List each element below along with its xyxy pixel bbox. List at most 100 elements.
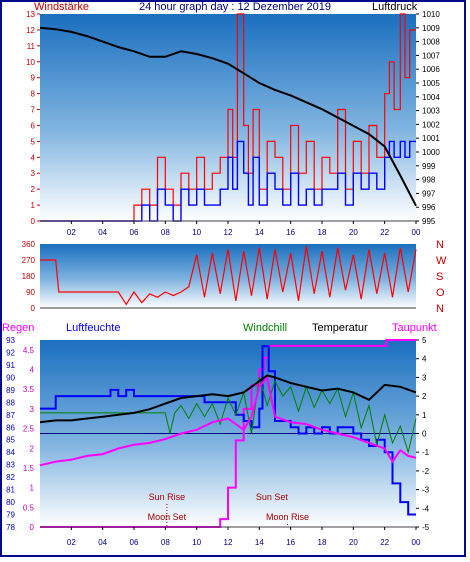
pressure-tick-label: 1000	[422, 148, 440, 157]
compass-label: N	[436, 303, 444, 315]
humidity-tick-label: 83	[6, 461, 15, 470]
x-tick-label: 14	[255, 228, 264, 237]
humidity-tick-label: 92	[6, 348, 15, 357]
direction-plot-area	[40, 244, 416, 308]
humidity-tick-label: 88	[6, 398, 15, 407]
temperature-tick-label: -3	[422, 486, 430, 495]
pressure-tick-label: 997	[422, 189, 436, 198]
x-tick-label: 16	[286, 228, 295, 237]
wind-tick-label: 13	[26, 10, 35, 19]
x-tick-label: 04	[98, 538, 107, 547]
humidity-tick-label: 81	[6, 486, 15, 495]
rain-tick-label: 0	[30, 523, 35, 532]
legend-label: Windchill	[243, 322, 287, 334]
wind-direction-line	[40, 245, 417, 306]
dewpoint-line	[39, 375, 417, 467]
compass-label: O	[436, 287, 445, 299]
wind-axis-label: Windstärke	[34, 1, 89, 13]
wind-tick-label: 0	[31, 217, 36, 226]
humidity-tick-label: 82	[6, 473, 15, 482]
rain-line	[40, 339, 416, 528]
wind-tick-label: 8	[31, 90, 36, 99]
wind-tick-label: 3	[31, 169, 36, 178]
x-tick-label: 08	[161, 228, 170, 237]
wind-tick-label: 1	[31, 201, 36, 210]
rain-tick-label: 2	[30, 444, 35, 453]
direction-tick-label: 90	[26, 288, 35, 297]
humidity-tick-label: 79	[6, 511, 15, 520]
pressure-tick-label: 1006	[422, 65, 440, 74]
pressure-line	[39, 26, 417, 207]
legend-label: Temperatur	[312, 322, 368, 334]
humidity-tick-label: 80	[6, 498, 15, 507]
pressure-tick-label: 998	[422, 176, 436, 185]
wind-tick-label: 9	[31, 74, 36, 83]
compass-label: W	[436, 255, 447, 267]
rain-tick-label: 1	[30, 484, 35, 493]
x-tick-label: 10	[192, 228, 201, 237]
humidity-tick-label: 93	[6, 336, 15, 345]
pressure-tick-label: 1010	[422, 10, 440, 19]
x-tick-label: 20	[349, 538, 358, 547]
rain-tick-label: 4	[30, 366, 35, 375]
temperature-tick-label: 0	[422, 430, 427, 439]
humidity-tick-label: 91	[6, 361, 15, 370]
x-tick-label: 14	[255, 538, 264, 547]
temperature-tick-label: 4	[422, 355, 427, 364]
x-tick-label: 18	[318, 228, 327, 237]
pressure-axis-label: Luftdruck	[372, 1, 418, 13]
temperature-tick-label: -5	[422, 523, 430, 532]
compass-label: N	[436, 239, 444, 251]
x-tick-label: 12	[224, 228, 233, 237]
astro-annotation: Sun Rise	[149, 492, 186, 502]
rain-tick-label: 4.5	[23, 346, 35, 355]
temperature-tick-label: -2	[422, 467, 430, 476]
x-tick-label: 22	[380, 228, 389, 237]
direction-tick-label: 360	[22, 240, 36, 249]
temperature-tick-label: 5	[422, 336, 427, 345]
x-tick-label: 00	[412, 228, 421, 237]
pressure-tick-label: 1009	[422, 24, 440, 33]
humidity-tick-label: 90	[6, 373, 15, 382]
pressure-tick-label: 1008	[422, 38, 440, 47]
temperature-tick-label: -1	[422, 448, 430, 457]
x-tick-label: 06	[130, 538, 139, 547]
x-tick-label: 18	[318, 538, 327, 547]
pressure-tick-label: 1007	[422, 51, 440, 60]
pressure-tick-label: 1001	[422, 134, 440, 143]
direction-tick-label: 270	[22, 256, 36, 265]
temperature-line	[39, 374, 417, 424]
rain-tick-label: 3	[30, 405, 35, 414]
wind-tick-label: 6	[31, 121, 36, 130]
wind-tick-label: 4	[31, 153, 36, 162]
wind-tick-label: 12	[26, 26, 35, 35]
humidity-tick-label: 85	[6, 436, 15, 445]
pressure-tick-label: 996	[422, 203, 436, 212]
gust-line	[40, 13, 416, 222]
wind-tick-label: 2	[31, 185, 36, 194]
x-tick-label: 20	[349, 228, 358, 237]
astro-annotation: Moon Rise	[266, 512, 309, 522]
wind-tick-label: 5	[31, 137, 36, 146]
temperature-tick-label: 1	[422, 411, 427, 420]
rain-tick-label: 1.5	[23, 464, 35, 473]
temperature-tick-label: 3	[422, 373, 427, 382]
pressure-tick-label: 1004	[422, 93, 440, 102]
x-tick-label: 08	[161, 538, 170, 547]
x-tick-label: 12	[224, 538, 233, 547]
pressure-tick-label: 999	[422, 162, 436, 171]
x-tick-label: 06	[130, 228, 139, 237]
x-tick-label: 16	[286, 538, 295, 547]
rain-tick-label: 3.5	[23, 385, 35, 394]
x-tick-label: 02	[67, 228, 76, 237]
rain-tick-label: 0.5	[23, 503, 35, 512]
wind-tick-label: 7	[31, 106, 36, 115]
direction-tick-label: 0	[31, 304, 36, 313]
x-tick-label: 04	[98, 228, 107, 237]
pressure-tick-label: 1005	[422, 79, 440, 88]
humidity-tick-label: 78	[6, 523, 15, 532]
temperature-tick-label: 2	[422, 392, 427, 401]
compass-label: S	[436, 271, 443, 283]
